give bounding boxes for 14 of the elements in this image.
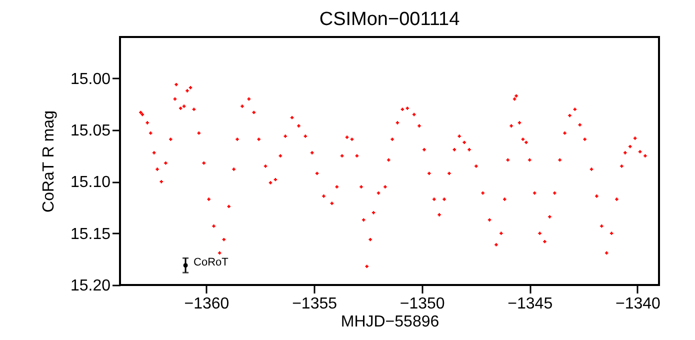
- x-tick-label: −1360: [184, 296, 230, 312]
- chart-title: CSIMon−001114: [319, 9, 460, 30]
- x-tick-label: −1345: [508, 296, 553, 312]
- annotation: CoRoT: [194, 256, 229, 268]
- y-tick-label: 15.10: [70, 174, 111, 192]
- y-tick-label: 15.15: [70, 226, 111, 243]
- y-tick-label: 15.20: [70, 278, 111, 294]
- y-tick-label: 15.00: [70, 70, 111, 88]
- x-tick-label: −1350: [400, 296, 445, 312]
- y-tick-label: 15.05: [70, 122, 111, 140]
- x-tick-label: −1355: [292, 296, 338, 312]
- x-axis-title: MHJD−55896: [340, 314, 440, 330]
- y-axis-title: CoRaT R mag: [40, 110, 58, 212]
- x-tick-label: −1340: [615, 296, 661, 312]
